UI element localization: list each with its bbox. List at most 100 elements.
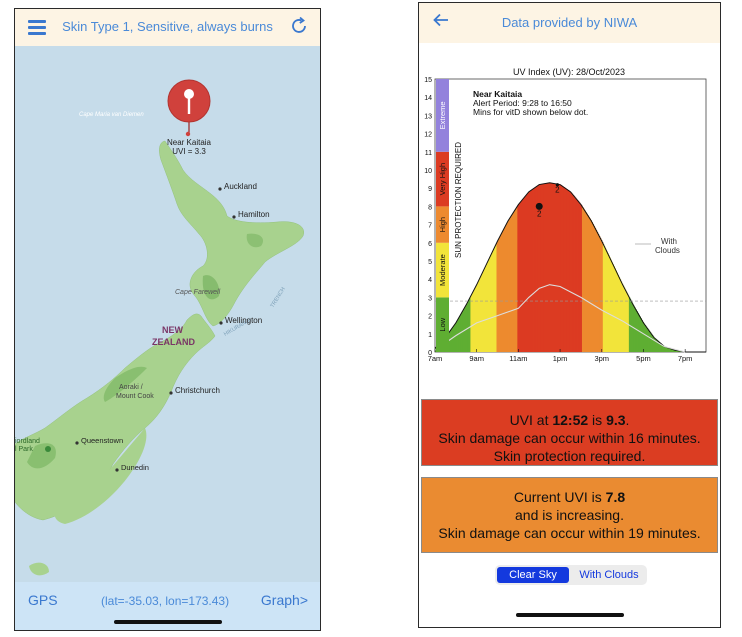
y-tick-label: 15 — [424, 77, 432, 84]
x-tick-label: 7pm — [678, 354, 693, 363]
uv-area-strip — [568, 190, 571, 352]
uv-area-strip — [542, 183, 544, 352]
graph-button[interactable]: Graph> — [260, 592, 308, 608]
uv-area-strip — [603, 246, 606, 352]
category-band-extreme — [436, 79, 449, 152]
city-queenstown-label: Queenstown — [81, 436, 123, 445]
uv-area-strip — [553, 183, 556, 352]
uv-area-strip — [613, 266, 615, 352]
y-tick-label: 14 — [424, 95, 432, 102]
category-label-extreme: Extreme — [438, 101, 447, 129]
uv-area-strip — [584, 210, 586, 352]
uv-area-strip — [474, 287, 477, 352]
gps-button[interactable]: GPS — [28, 592, 58, 608]
uv-area-strip — [560, 184, 562, 352]
with-clouds-option[interactable]: With Clouds — [579, 569, 639, 581]
uv-area-strip — [652, 336, 655, 352]
sun-protection-label: SUN PROTECTION REQUIRED — [454, 142, 463, 258]
x-tick-label: 5pm — [636, 354, 651, 363]
peak-end: . — [625, 412, 630, 428]
uv-area-strip — [486, 263, 488, 352]
uv-area-strip — [676, 350, 679, 352]
city-christchurch[interactable]: Christchurch — [169, 386, 220, 395]
y-tick-label: 1 — [428, 332, 432, 339]
uv-area-strip — [659, 342, 661, 352]
uv-area-strip — [627, 295, 630, 352]
category-band-low — [436, 297, 449, 352]
y-tick-label: 10 — [424, 168, 432, 175]
map-view[interactable]: Cape Maria van Diemen NEW ZEALAND Cape F… — [15, 46, 321, 583]
uv-area-strip — [665, 347, 667, 352]
uv-area-strip — [452, 326, 455, 352]
uv-area-strip — [610, 259, 612, 352]
uv-area-strip — [642, 321, 645, 352]
uv-area-strip — [672, 349, 675, 352]
city-queenstown[interactable]: Queenstown — [75, 436, 123, 445]
uv-area-strip — [513, 211, 515, 352]
graph-screen: Data provided by NIWA UV Index (UV): 28/… — [418, 2, 721, 628]
category-band-high — [436, 206, 449, 243]
uv-area-strip — [483, 268, 486, 352]
y-tick-label: 6 — [428, 241, 432, 248]
clear-sky-option[interactable]: Clear Sky — [497, 567, 569, 583]
uv-area-strip — [577, 201, 580, 352]
uv-area-strip — [480, 274, 483, 352]
uv-area-strip — [541, 184, 543, 352]
category-label-moderate: Moderate — [438, 254, 447, 286]
uv-area-strip — [663, 346, 665, 352]
map-screen: Cape Maria van Diemen NEW ZEALAND Cape F… — [14, 8, 321, 631]
home-indicator[interactable] — [516, 613, 624, 617]
uv-area-strip — [573, 196, 576, 352]
uv-area-strip — [469, 297, 472, 352]
uv-area-strip — [543, 183, 546, 352]
city-dunedin-label: Dunedin — [121, 463, 149, 472]
uv-area-strip — [614, 268, 616, 352]
uv-area-strip — [661, 344, 663, 352]
uv-area-strip — [658, 341, 660, 352]
uv-area-strip — [475, 285, 478, 352]
uv-area-strip — [481, 272, 484, 352]
uv-area-strip — [609, 257, 611, 352]
uv-area-strip — [600, 239, 603, 352]
uv-area-strip — [605, 250, 608, 352]
peak-uv-dot — [555, 183, 559, 187]
skin-type-title[interactable]: Skin Type 1, Sensitive, always burns — [62, 19, 273, 34]
y-tick-label: 7 — [428, 223, 432, 230]
uv-area-strip — [646, 327, 649, 352]
uv-area-strip — [546, 183, 549, 352]
uv-area-strip — [636, 311, 638, 352]
location-pin[interactable]: Near Kaitaia UVI = 3.3 — [167, 79, 212, 156]
uv-area-strip — [655, 339, 658, 352]
uv-area-strip — [548, 182, 551, 352]
uv-area-strip — [635, 309, 637, 352]
cape-maria-label: Cape Maria van Diemen — [79, 112, 144, 118]
uv-area-strip — [571, 193, 574, 352]
back-arrow-icon[interactable] — [432, 11, 450, 29]
uv-area-strip — [550, 183, 553, 352]
x-tick-label: 3pm — [594, 354, 609, 363]
home-indicator[interactable] — [114, 620, 222, 624]
uv-area-strip — [534, 187, 536, 352]
uv-area-strip — [595, 229, 598, 352]
uv-area-strip — [497, 239, 500, 352]
uv-area-strip — [479, 277, 482, 352]
city-hamilton[interactable]: Hamilton — [232, 210, 270, 219]
uv-area-strip — [654, 338, 657, 352]
city-auckland[interactable]: Auckland — [218, 182, 257, 191]
hamburger-menu-icon[interactable] — [28, 20, 46, 35]
uv-area-strip — [641, 320, 644, 352]
uv-area-strip — [667, 347, 670, 352]
uv-area-strip — [673, 349, 676, 352]
uv-area-strip — [617, 274, 620, 352]
uv-area-strip — [644, 325, 647, 352]
map-footer: GPS (lat=-35.03, lon=173.43) Graph> — [15, 582, 320, 630]
uv-area-strip — [612, 263, 614, 352]
city-dunedin[interactable]: Dunedin — [115, 463, 149, 472]
uv-area-strip — [540, 184, 542, 352]
uv-area-strip — [624, 289, 627, 352]
city-wellington[interactable]: Wellington — [219, 316, 262, 325]
uv-area-strip — [507, 220, 510, 352]
refresh-icon[interactable] — [288, 15, 310, 37]
uv-area-strip — [515, 208, 517, 352]
